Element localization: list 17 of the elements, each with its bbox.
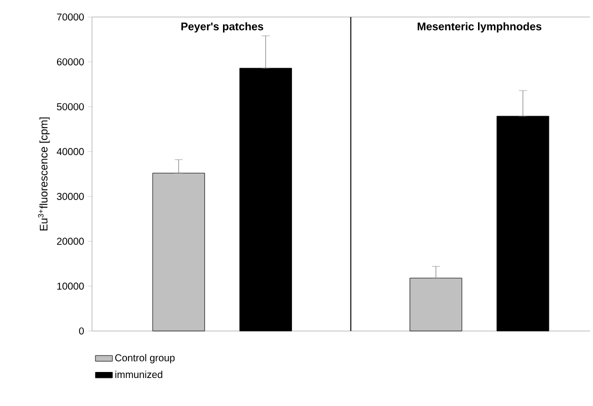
bar [152, 172, 205, 332]
y-tick-label: 60000 [57, 58, 84, 66]
legend-label: immunized [115, 370, 162, 378]
y-tick-label: 10000 [57, 282, 84, 290]
bar [410, 278, 462, 332]
y-tick-label: 20000 [57, 238, 84, 245]
y-tick-label: 30000 [56, 192, 84, 200]
x-tick-label: Peyer's patches [181, 22, 264, 32]
x-tick-label: Mesenteric lymphnodes [418, 22, 542, 32]
y-tick-label: 50000 [56, 103, 84, 110]
y-tick-label: 0 [79, 327, 84, 335]
bar [239, 68, 292, 332]
y-axis-title: Eu$^{3+}$fluorescence [cpm] [38, 117, 50, 230]
bar [496, 116, 550, 332]
y-tick-label: 70000 [57, 13, 84, 21]
legend-label: Control group [115, 354, 175, 364]
y-tick-label: 40000 [56, 148, 84, 156]
